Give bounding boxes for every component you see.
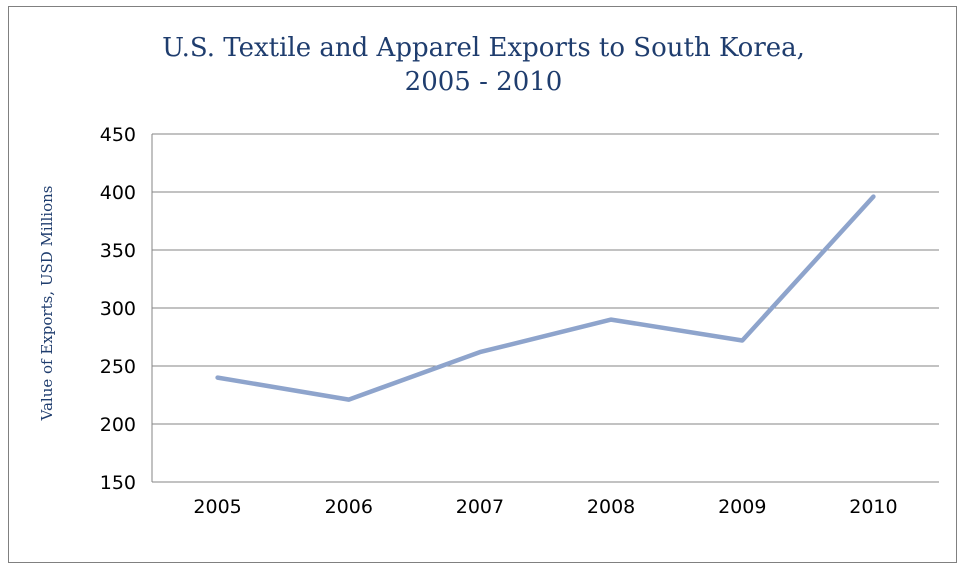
y-axis-label: Value of Exports, USD Millions (38, 186, 56, 422)
y-axis: 150 200 250 300 350 400 450 (100, 124, 153, 494)
x-axis: 2005 2006 2007 2008 2009 2010 (193, 496, 897, 518)
y-tick-label: 150 (100, 472, 136, 494)
x-tick-label: 2007 (456, 496, 504, 518)
y-tick-label: 250 (100, 356, 136, 378)
x-tick-label: 2008 (587, 496, 635, 518)
chart-title-line-2: 2005 - 2010 (404, 67, 563, 97)
x-tick-label: 2010 (849, 496, 897, 518)
series-group (215, 194, 876, 402)
chart-title: U.S. Textile and Apparel Exports to Sout… (9, 31, 958, 99)
gridlines (152, 133, 939, 483)
y-tick-label: 450 (100, 124, 136, 146)
y-tick-label: 400 (100, 182, 136, 204)
y-tick-label: 350 (100, 240, 136, 262)
y-tick-label: 200 (100, 414, 136, 436)
chart-frame: U.S. Textile and Apparel Exports to Sout… (8, 6, 957, 563)
x-tick-label: 2009 (718, 496, 766, 518)
chart-title-line-1: U.S. Textile and Apparel Exports to Sout… (162, 33, 805, 63)
series-line (215, 194, 876, 402)
x-tick-label: 2005 (193, 496, 241, 518)
y-tick-label: 300 (100, 298, 136, 320)
x-tick-label: 2006 (325, 496, 373, 518)
